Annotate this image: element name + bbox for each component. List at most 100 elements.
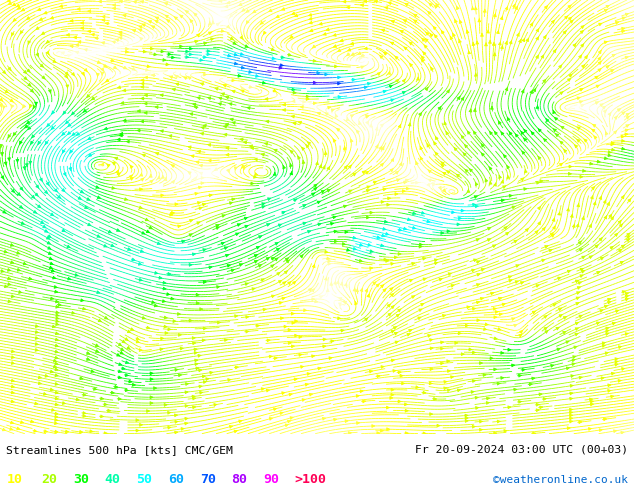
FancyArrowPatch shape: [595, 245, 598, 248]
FancyArrowPatch shape: [383, 289, 386, 292]
FancyArrowPatch shape: [578, 241, 581, 244]
FancyArrowPatch shape: [84, 206, 87, 209]
FancyArrowPatch shape: [139, 29, 142, 31]
FancyArrowPatch shape: [200, 392, 203, 394]
FancyArrowPatch shape: [190, 220, 193, 222]
FancyArrowPatch shape: [61, 189, 65, 192]
FancyArrowPatch shape: [362, 171, 365, 173]
FancyArrowPatch shape: [170, 76, 172, 78]
FancyArrowPatch shape: [599, 238, 602, 241]
FancyArrowPatch shape: [225, 5, 228, 8]
FancyArrowPatch shape: [372, 425, 375, 427]
FancyArrowPatch shape: [126, 361, 129, 364]
FancyArrowPatch shape: [441, 362, 443, 365]
FancyArrowPatch shape: [383, 227, 386, 230]
FancyArrowPatch shape: [241, 90, 244, 93]
FancyArrowPatch shape: [192, 337, 195, 340]
FancyArrowPatch shape: [456, 174, 460, 177]
FancyArrowPatch shape: [385, 6, 388, 9]
FancyArrowPatch shape: [222, 215, 225, 217]
FancyArrowPatch shape: [515, 6, 517, 10]
FancyArrowPatch shape: [474, 109, 476, 112]
FancyArrowPatch shape: [274, 357, 277, 360]
FancyArrowPatch shape: [367, 82, 370, 85]
FancyArrowPatch shape: [593, 124, 596, 127]
FancyArrowPatch shape: [606, 66, 609, 69]
FancyArrowPatch shape: [608, 154, 611, 157]
FancyArrowPatch shape: [283, 103, 285, 106]
FancyArrowPatch shape: [622, 147, 624, 150]
FancyArrowPatch shape: [509, 132, 512, 135]
FancyArrowPatch shape: [327, 190, 330, 192]
FancyArrowPatch shape: [345, 420, 348, 422]
FancyArrowPatch shape: [486, 402, 489, 404]
FancyArrowPatch shape: [541, 259, 545, 262]
FancyArrowPatch shape: [150, 47, 153, 50]
FancyArrowPatch shape: [146, 69, 148, 71]
FancyArrowPatch shape: [359, 56, 362, 60]
FancyArrowPatch shape: [559, 65, 562, 68]
FancyArrowPatch shape: [136, 429, 139, 432]
FancyArrowPatch shape: [611, 142, 614, 144]
FancyArrowPatch shape: [221, 93, 224, 96]
FancyArrowPatch shape: [35, 102, 37, 105]
FancyArrowPatch shape: [168, 426, 171, 429]
FancyArrowPatch shape: [30, 420, 34, 423]
FancyArrowPatch shape: [501, 199, 504, 202]
FancyArrowPatch shape: [189, 264, 192, 266]
FancyArrowPatch shape: [116, 170, 119, 173]
FancyArrowPatch shape: [361, 54, 364, 56]
FancyArrowPatch shape: [126, 140, 129, 143]
FancyArrowPatch shape: [239, 3, 242, 5]
FancyArrowPatch shape: [55, 368, 58, 371]
FancyArrowPatch shape: [140, 37, 143, 40]
FancyArrowPatch shape: [132, 68, 135, 70]
FancyArrowPatch shape: [598, 61, 601, 65]
FancyArrowPatch shape: [353, 236, 356, 239]
FancyArrowPatch shape: [18, 6, 20, 9]
FancyArrowPatch shape: [514, 388, 517, 391]
FancyArrowPatch shape: [273, 89, 276, 92]
FancyArrowPatch shape: [488, 239, 491, 241]
FancyArrowPatch shape: [323, 33, 327, 35]
FancyArrowPatch shape: [381, 147, 384, 150]
FancyArrowPatch shape: [404, 47, 407, 50]
FancyArrowPatch shape: [232, 198, 235, 201]
FancyArrowPatch shape: [347, 53, 350, 56]
FancyArrowPatch shape: [224, 247, 228, 249]
FancyArrowPatch shape: [117, 353, 120, 356]
FancyArrowPatch shape: [465, 145, 468, 147]
FancyArrowPatch shape: [455, 342, 458, 344]
FancyArrowPatch shape: [338, 96, 341, 98]
FancyArrowPatch shape: [30, 89, 34, 92]
FancyArrowPatch shape: [147, 65, 150, 68]
FancyArrowPatch shape: [366, 216, 370, 219]
FancyArrowPatch shape: [487, 30, 489, 33]
FancyArrowPatch shape: [544, 316, 547, 318]
FancyArrowPatch shape: [55, 332, 58, 335]
FancyArrowPatch shape: [281, 56, 284, 59]
FancyArrowPatch shape: [242, 8, 245, 11]
FancyArrowPatch shape: [536, 181, 540, 184]
FancyArrowPatch shape: [598, 57, 601, 60]
FancyArrowPatch shape: [150, 180, 153, 183]
FancyArrowPatch shape: [307, 142, 311, 145]
FancyArrowPatch shape: [299, 122, 302, 124]
FancyArrowPatch shape: [180, 45, 183, 48]
FancyArrowPatch shape: [489, 167, 492, 170]
FancyArrowPatch shape: [356, 394, 359, 397]
FancyArrowPatch shape: [62, 150, 65, 153]
FancyArrowPatch shape: [570, 385, 573, 387]
FancyArrowPatch shape: [524, 188, 527, 191]
FancyArrowPatch shape: [104, 127, 107, 130]
FancyArrowPatch shape: [488, 227, 491, 230]
FancyArrowPatch shape: [51, 270, 55, 272]
FancyArrowPatch shape: [229, 103, 232, 105]
FancyArrowPatch shape: [287, 420, 290, 423]
FancyArrowPatch shape: [62, 402, 65, 404]
FancyArrowPatch shape: [597, 160, 600, 163]
FancyArrowPatch shape: [0, 145, 3, 147]
FancyArrowPatch shape: [247, 21, 249, 24]
FancyArrowPatch shape: [146, 326, 150, 329]
FancyArrowPatch shape: [344, 301, 347, 304]
